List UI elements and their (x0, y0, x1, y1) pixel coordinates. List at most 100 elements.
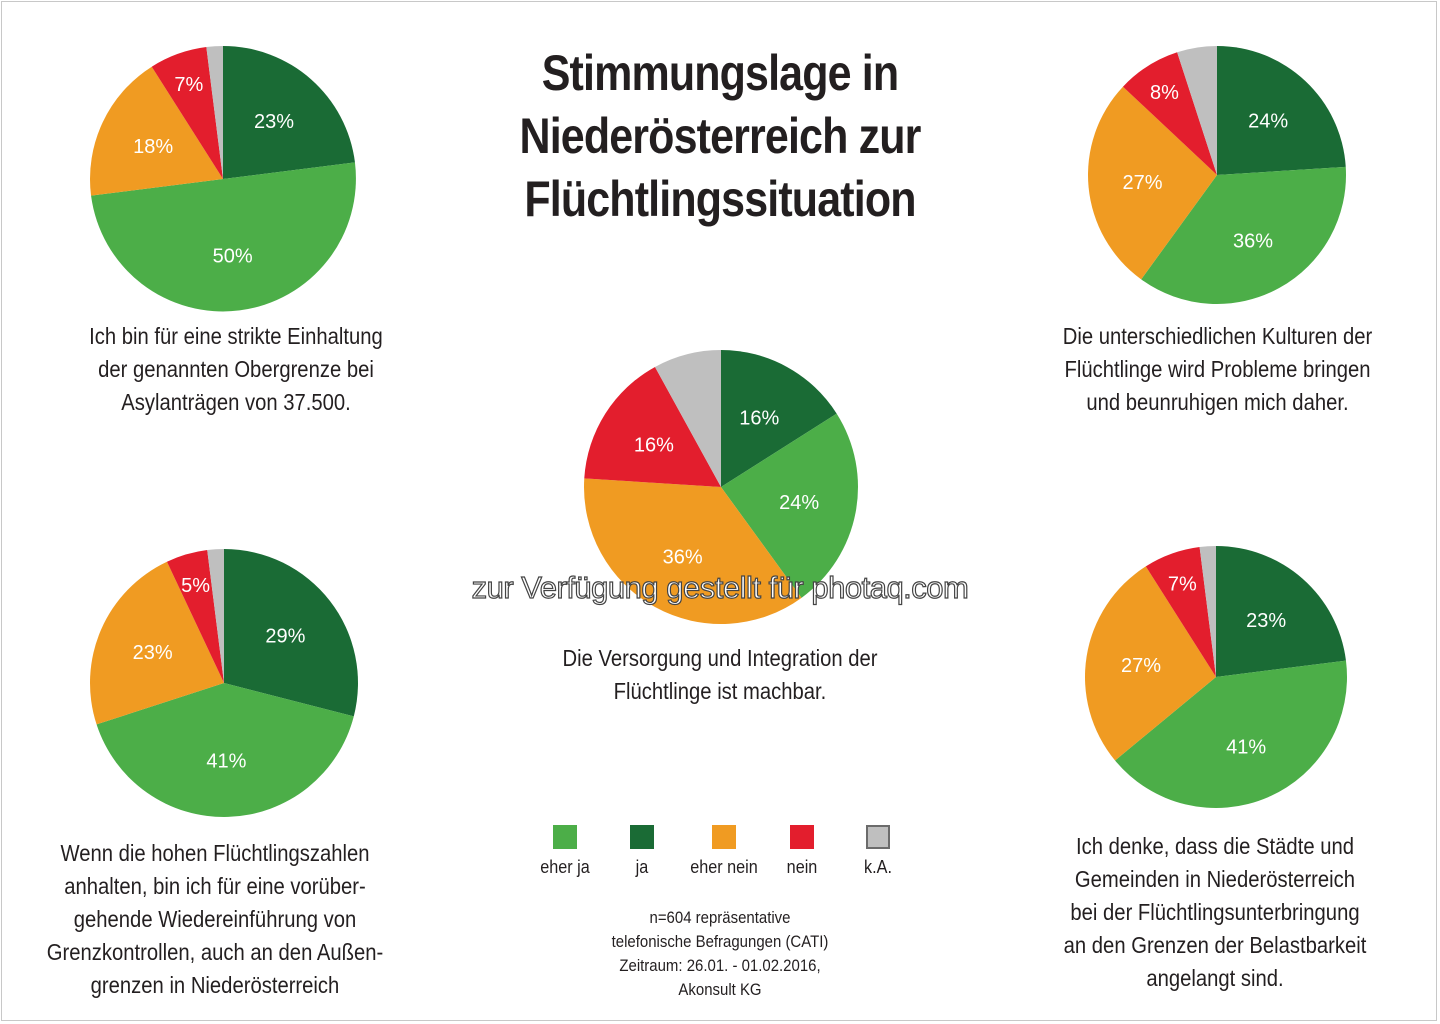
pie-slice-ka (207, 549, 224, 683)
legend-item-eher-ja: eher ja (525, 825, 605, 878)
chart-title: Stimmungslage in Niederösterreich zur Fl… (505, 42, 935, 231)
pie-slice-nein (151, 47, 223, 179)
title-line: Niederösterreich zur (519, 108, 921, 164)
caption-line: gehende Wiedereinführung von (73, 906, 357, 932)
pie-slice-eher-nein (583, 478, 802, 625)
caption-line: angelangt sind. (1146, 965, 1284, 991)
pie-slice-ja (224, 549, 358, 717)
legend-item-ka: k.A. (838, 825, 918, 878)
pie-slice-label: 27% (1122, 172, 1162, 194)
pie-slice-label: 24% (779, 492, 819, 514)
caption-line: Ich bin für eine strikte Einhaltung (89, 323, 383, 349)
pie-slice-label: 23% (133, 642, 173, 664)
pie-slice-ka (1177, 46, 1217, 175)
pie-slice-label: 16% (634, 434, 674, 456)
caption-line: Ich denke, dass die Städte und (1076, 833, 1354, 859)
pie-slice-eher-nein (1084, 566, 1216, 761)
pie-slice-eher-nein (90, 66, 223, 196)
pie-slice-label: 41% (206, 751, 246, 773)
caption-line: der genannten Obergrenze bei (98, 356, 374, 382)
pie-chart-grenzkontrollen: 29% 41% 23% 5% (90, 549, 358, 817)
pie-slice-ja (721, 350, 837, 487)
caption-line: Die Versorgung und Integration der (562, 645, 878, 671)
pie-slice-label: 29% (265, 625, 305, 647)
pie-slice-eher-ja (1141, 166, 1347, 304)
caption-line: Gemeinden in Niederösterreich (1074, 866, 1356, 892)
legend-swatch-eher-ja (553, 825, 577, 849)
pie-chart-kulturen: 24% 36% 27% 8% (1087, 46, 1347, 304)
pie-slice-eher-nein (90, 561, 224, 725)
pie-slice-ja (1217, 46, 1346, 175)
pie-slice-nein (1122, 52, 1217, 176)
pie-slice-ka (1199, 546, 1216, 677)
legend-swatch-nein (790, 825, 814, 849)
pie-caption-kulturen: Die unterschiedlichen Kulturen der Flüch… (1053, 320, 1383, 419)
pie-slice-nein (1145, 547, 1216, 677)
legend-item-nein: nein (762, 825, 842, 878)
pie-slice-label: 36% (1233, 231, 1273, 253)
legend-item-ja: ja (602, 825, 682, 878)
pie-slice-label: 41% (1226, 737, 1266, 759)
pie-slice-label: 50% (213, 246, 253, 268)
legend-label: eher ja (540, 857, 590, 877)
pie-slice-ja (1216, 546, 1346, 677)
pie-slice-eher-nein (1087, 86, 1217, 280)
pie-caption-belastbarkeit: Ich denke, dass die Städte und Gemeinden… (1052, 830, 1378, 995)
pie-slice-label: 5% (181, 575, 210, 597)
caption-line: bei der Flüchtlingsunterbringung (1070, 899, 1360, 925)
title-line: Flüchtlingssituation (524, 171, 916, 227)
pie-slice-label: 7% (174, 74, 203, 96)
source-line: Akonsult KG (678, 980, 762, 999)
caption-line: Grenzkontrollen, auch an den Außen- (46, 939, 384, 965)
pie-slice-label: 7% (1168, 573, 1197, 595)
caption-line: Die unterschiedlichen Kulturen der (1062, 323, 1373, 349)
pie-chart-belastbarkeit: 23% 41% 27% 7% (1084, 546, 1348, 809)
source-line: n=604 repräsentative (649, 908, 791, 927)
pie-chart-versorgung: 16% 24% 36% 16% (583, 350, 859, 625)
legend-swatch-eher-nein (712, 825, 736, 849)
pie-slice-label: 23% (254, 111, 294, 133)
pie-caption-obergrenze: Ich bin für eine strikte Einhaltung der … (78, 320, 395, 419)
legend-label: ja (635, 857, 649, 877)
legend: eher ja ja eher nein nein k.A. (520, 825, 920, 885)
pie-slice-eher-ja (721, 413, 859, 598)
legend-swatch-ka (866, 825, 890, 849)
caption-line: Wenn die hohen Flüchtlingszahlen (60, 840, 370, 866)
title-line: Stimmungslage in (541, 45, 899, 101)
caption-line: Flüchtlinge wird Probleme bringen (1064, 356, 1371, 382)
pie-slice-nein (584, 366, 721, 487)
pie-slice-label: 23% (1246, 610, 1286, 632)
source-line: telefonische Befragungen (CATI) (611, 932, 829, 951)
pie-caption-grenzkontrollen: Wenn die hohen Flüchtlingszahlen anhalte… (43, 837, 386, 1002)
caption-line: Asylanträgen von 37.500. (121, 389, 351, 415)
pie-slice-label: 36% (663, 547, 703, 569)
legend-label: nein (786, 857, 818, 877)
pie-slice-eher-ja (91, 162, 356, 312)
pie-slice-eher-ja (1115, 660, 1348, 809)
caption-line: an den Grenzen der Belastbarkeit (1063, 932, 1367, 958)
legend-item-eher-nein: eher nein (684, 825, 764, 878)
pie-slice-label: 27% (1121, 655, 1161, 677)
source-line: Zeitraum: 26.01. - 01.02.2016, (619, 956, 821, 975)
watermark: zur Verfügung gestellt für photaq.com (471, 569, 969, 605)
pie-slice-label: 24% (1248, 111, 1288, 133)
caption-line: und beunruhigen mich daher. (1086, 389, 1349, 415)
pie-slice-ja (223, 46, 355, 179)
legend-label: eher nein (690, 857, 758, 877)
legend-label: k.A. (864, 857, 892, 877)
pie-slice-eher-ja (96, 683, 354, 817)
pie-slice-label: 16% (739, 407, 779, 429)
pie-chart-obergrenze: 23% 50% 18% 7% (90, 46, 356, 312)
pie-slice-label: 8% (1150, 82, 1179, 104)
pie-slice-label: 18% (133, 136, 173, 158)
pie-slice-ka (655, 350, 721, 487)
pie-slice-ka (206, 46, 223, 179)
legend-swatch-ja (630, 825, 654, 849)
source-note: n=604 repräsentative telefonische Befrag… (579, 906, 861, 1002)
pie-slice-nein (166, 550, 224, 683)
pie-caption-versorgung: Die Versorgung und Integration der Flüch… (544, 642, 896, 708)
caption-line: Flüchtlinge ist machbar. (613, 678, 827, 704)
caption-line: anhalten, bin ich für eine vorüber- (64, 873, 366, 899)
caption-line: grenzen in Niederösterreich (90, 972, 340, 998)
